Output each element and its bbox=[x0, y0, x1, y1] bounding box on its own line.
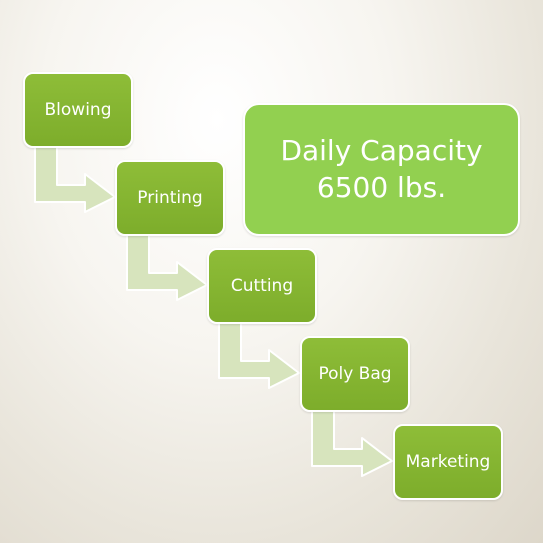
step-printing: Printing bbox=[115, 160, 225, 236]
capacity-heading: Daily Capacity bbox=[280, 134, 483, 168]
step-blowing: Blowing bbox=[23, 72, 133, 148]
step-poly-bag: Poly Bag bbox=[300, 336, 410, 412]
step-label: Cutting bbox=[230, 276, 294, 296]
arrow-blowing-to-printing bbox=[34, 145, 116, 213]
arrow-polybag-to-marketing bbox=[311, 409, 393, 477]
step-label: Blowing bbox=[44, 100, 112, 120]
step-label: Poly Bag bbox=[318, 364, 392, 384]
daily-capacity-box: Daily Capacity 6500 lbs. bbox=[243, 103, 520, 236]
arrow-printing-to-cutting bbox=[126, 233, 208, 301]
capacity-value: 6500 lbs. bbox=[316, 170, 447, 204]
arrow-cutting-to-polybag bbox=[218, 321, 300, 389]
step-label: Printing bbox=[137, 188, 203, 208]
step-cutting: Cutting bbox=[207, 248, 317, 324]
step-label: Marketing bbox=[405, 452, 491, 472]
step-marketing: Marketing bbox=[393, 424, 503, 500]
